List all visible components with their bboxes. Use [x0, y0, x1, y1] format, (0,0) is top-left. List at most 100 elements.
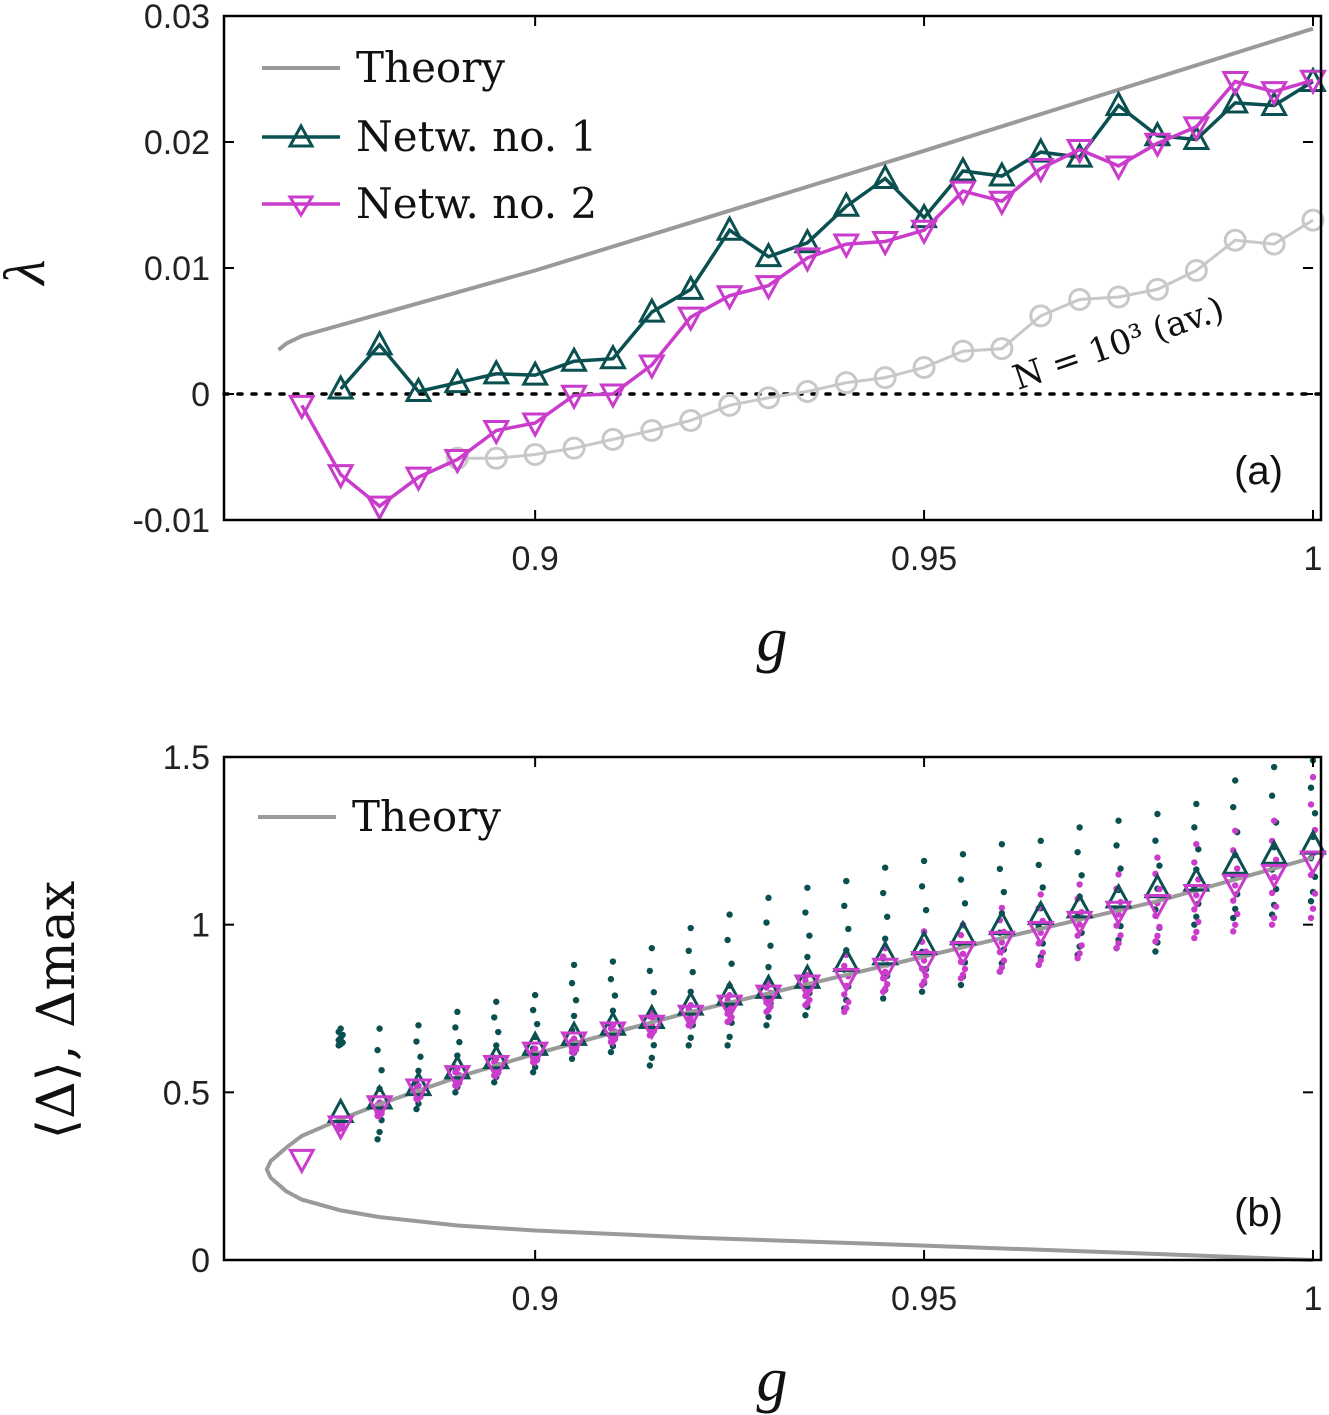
series-net2-mean-point: [871, 957, 900, 984]
series-theory-curve: [264, 855, 1314, 1262]
series-net2-mean-point: [326, 1115, 355, 1142]
panel-a: 0.9 0.95 1 -0.01 0 0.01 0.02 0.03 Theory Netw. …: [0, 0, 1327, 674]
series-net1-max-dot: [961, 900, 969, 907]
panel-a-ytick-label: 0.01: [144, 250, 210, 288]
series-net1-max-dot: [806, 932, 813, 939]
series-net1-max-dot: [452, 1089, 459, 1096]
series-net2-max-dot: [1270, 873, 1278, 881]
series-net1-max-dot: [724, 1042, 731, 1049]
series-net1-max-dot: [957, 876, 965, 883]
series-net2-mean-point: [676, 1004, 705, 1031]
series-net2-mean-point: [1065, 910, 1094, 937]
panel-b-ytick-label: 0.5: [163, 1074, 210, 1112]
series-net1-point: [1026, 136, 1055, 163]
series-net1-max-dot: [841, 902, 848, 910]
series-net1-max-dot: [374, 1136, 381, 1143]
series-net2-max-dot: [1154, 932, 1161, 940]
series-net1-max-dot: [452, 1024, 459, 1031]
series-theory-line: [277, 26, 1314, 352]
series-net2-max-dot: [1076, 921, 1083, 928]
series-net2-max-dot: [1272, 856, 1280, 863]
series-net2-max-dot: [1115, 940, 1122, 947]
series-net2-mean-point: [365, 1095, 394, 1121]
series-net1-mean-point: [1260, 839, 1289, 865]
series-net2-point: [1104, 155, 1133, 182]
series-net2-point: [832, 233, 861, 260]
panel-a-xlabel: g: [757, 606, 788, 674]
series-net1-max-dot: [724, 936, 731, 944]
series-net1-max-dot: [804, 884, 811, 891]
series-net1-max-dot: [572, 996, 580, 1004]
series-net2-max-dot: [415, 1082, 422, 1089]
series-net1-max-dot: [609, 958, 617, 965]
series-net1-max-dot: [1154, 810, 1161, 818]
series-net2-max-dot: [570, 1035, 578, 1042]
series-average-point: [795, 379, 819, 403]
series-net2-max-dot: [841, 962, 848, 970]
series-net2-mean-point: [1260, 863, 1289, 890]
series-net1-max-dot: [491, 1014, 498, 1021]
series-net1-max-dot: [607, 1048, 615, 1056]
series-net2-max-dot: [1232, 827, 1239, 834]
series-net2-max-dot: [1268, 889, 1276, 897]
series-net2-max-dot: [1230, 928, 1237, 935]
series-net1-max-dot: [802, 1012, 809, 1019]
series-net2-point: [1182, 116, 1211, 143]
series-net1-mean-point: [1182, 865, 1211, 892]
series-net1-max-dot: [881, 935, 889, 942]
series-average-point: [562, 436, 586, 460]
series-net2-max-dot: [961, 965, 969, 973]
series-net1-max-dot: [1000, 888, 1008, 896]
series-net2-mean-point: [404, 1078, 433, 1105]
series-net1-max-dot: [883, 913, 891, 920]
series-average-point: [990, 337, 1014, 361]
series-net2-max-dot: [1307, 914, 1315, 922]
series-net1-max-dot: [1307, 897, 1315, 905]
series-net1-mean-point: [715, 979, 744, 1006]
series-average-point: [834, 371, 858, 395]
panel-b-xtick-label: 0.9: [512, 1280, 559, 1318]
series-net1-max-dot: [1232, 777, 1239, 784]
series-net2-point: [715, 285, 744, 311]
series-net2-max-dot: [841, 991, 848, 998]
series-net2-max-dot: [1230, 897, 1237, 904]
series-net2-max-dot: [1309, 773, 1317, 781]
series-net2-max-dot: [843, 1004, 850, 1012]
series-net2-max-dot: [1232, 882, 1239, 889]
series-net1-max-dot: [726, 1033, 733, 1041]
series-net1-max-dot: [568, 979, 576, 987]
series-net1-point: [1182, 124, 1211, 150]
series-net1-max-dot: [685, 1042, 692, 1049]
series-net1-max-dot: [918, 883, 926, 890]
series-net1-max-dot: [568, 1055, 576, 1063]
series-net1-max-dot: [1115, 817, 1122, 824]
series-average-point: [1262, 232, 1286, 256]
series-net1-point: [1104, 90, 1133, 116]
series-net2-point: [1026, 157, 1055, 184]
panel-b-ytick-label: 1: [191, 907, 210, 945]
legend-net2-label: Netw. no. 2: [356, 179, 597, 228]
series-net1-point: [754, 241, 783, 268]
series-net1-point: [715, 215, 744, 241]
series-net1-max-dot: [804, 953, 811, 961]
series-net2-mean-point: [987, 930, 1016, 957]
series-net2-mean-point: [1026, 920, 1055, 947]
series-net1-point: [560, 346, 588, 372]
series-net2-mean-point: [560, 1031, 588, 1058]
series-net2-max-dot: [1268, 921, 1276, 928]
panel-a-ylabel: λ: [0, 259, 57, 286]
series-net2-max-dot: [1193, 891, 1200, 899]
series-net2-mean-point: [832, 967, 861, 994]
series-net2-point: [404, 466, 433, 493]
panel-a-ytick-label: -0.01: [133, 502, 211, 540]
series-average-point: [679, 408, 703, 432]
series-net1-max-dot: [689, 968, 696, 976]
series-net2-max-dot: [1307, 801, 1315, 808]
series-net2-mean-point: [1299, 850, 1327, 877]
series-average-point: [1301, 208, 1325, 232]
series-net2-point: [1260, 81, 1289, 107]
series-average-point: [601, 427, 625, 451]
series-net2-point: [287, 394, 316, 421]
panel-a-xtick-label: 1: [1304, 540, 1323, 578]
series-net1-max-dot: [922, 906, 930, 914]
